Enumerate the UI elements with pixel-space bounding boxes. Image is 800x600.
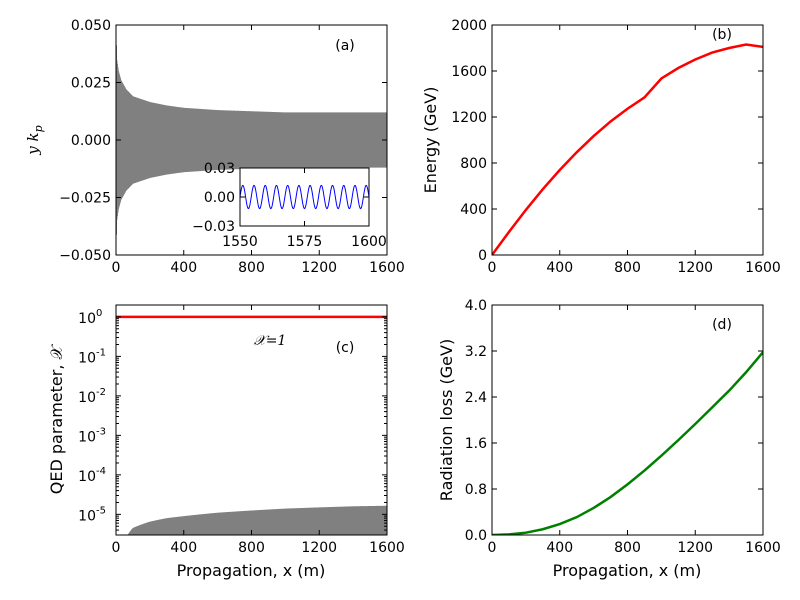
panel-b-xtick-label: 0 (488, 260, 497, 276)
panel-c-ytick-exponent: -5 (96, 505, 106, 516)
panel-d-ytick-label: 1.6 (465, 436, 487, 452)
panel-d-ytick-label: 3.2 (465, 344, 487, 360)
panel-c-ytick-exponent: 0 (96, 308, 102, 319)
inset-ytick-label: 0.00 (204, 190, 235, 206)
panel-d-frame (491, 304, 764, 536)
panel-a-plot-area (116, 25, 387, 255)
panel-d-xtick-label: 1600 (745, 540, 781, 556)
panel-b-xtick-label: 1600 (745, 260, 781, 276)
panel-a-ytick-label: −0.050 (59, 248, 111, 264)
panel-a-ylabel-y: y k (24, 132, 42, 155)
inset-ytick-label: −0.03 (192, 219, 235, 235)
panel-d-xtick-label: 800 (614, 540, 641, 556)
panel-d-ticks: 0 400 800 1200 1600 4.0 3.2 2.4 1.6 0.8 0.0 (465, 298, 781, 556)
panel-c-oscillation (127, 505, 387, 535)
panel-a-ytick-label: 0.000 (71, 133, 111, 149)
panel-d: 0 400 800 1200 1600 4.0 3.2 2.4 1.6 0.8 0.0 (d) Ra… (437, 298, 781, 580)
panel-a-oscillation (116, 25, 387, 255)
inset-xtick-label: 1600 (351, 234, 387, 250)
panel-a: 0 400 800 1200 1600 0.050 0.025 0.000 −0.025 −0.0… (24, 18, 405, 276)
panel-c-ytick-exponent: -4 (96, 466, 106, 477)
panel-b-ytick-label: 1200 (451, 110, 487, 126)
panel-c-ytick-label: 10 (78, 429, 96, 445)
panel-c-ytick-label: 10 (78, 390, 96, 406)
panel-b-ytick-label: 1600 (451, 64, 487, 80)
panel-c-xlabel: Propagation, x (m) (177, 561, 326, 580)
panel-b: 0 400 800 1200 1600 2000 1600 1200 800 400 0 (b) E… (421, 18, 781, 276)
inset-xtick-label: 1550 (222, 234, 258, 250)
panel-d-ytick-label: 4.0 (465, 298, 487, 314)
panel-c-xtick-label: 400 (170, 540, 197, 556)
panel-d-xlabel: Propagation, x (m) (553, 561, 702, 580)
inset-xtick-label: 1575 (287, 234, 323, 250)
panel-b-plot-area (492, 43, 763, 255)
panel-c-ytick-exponent: -2 (96, 387, 106, 398)
panel-b-xtick-label: 800 (614, 260, 641, 276)
panel-d-plot-area (492, 351, 763, 535)
panel-a-xtick-label: 0 (112, 260, 121, 276)
inset-ticks: 1550 1575 1600 0.03 0.00 −0.03 (192, 161, 387, 250)
panel-c-plot-area (116, 315, 387, 535)
panel-d-xtick-label: 400 (546, 540, 573, 556)
panel-b-ylabel: Energy (GeV) (421, 87, 440, 194)
panel-a-ytick-label: −0.025 (59, 191, 111, 207)
panel-a-inset: 1550 1575 1600 0.03 0.00 −0.03 (192, 161, 387, 250)
panel-a-label: (a) (335, 38, 355, 54)
panel-d-ylabel: Radiation loss (GeV) (437, 339, 456, 501)
panel-d-loss-line (492, 351, 763, 535)
panel-a-ylabel-sub: p (32, 125, 45, 132)
inset-ytick-label: 0.03 (204, 161, 235, 177)
panel-c-ytick-exponent: -3 (96, 426, 106, 437)
inset-sine-line (240, 184, 369, 210)
panel-c-label: (c) (336, 340, 355, 356)
panel-a-ylabel: y kp (24, 125, 45, 155)
panel-b-label: (b) (712, 27, 732, 43)
panel-d-xtick-label: 0 (488, 540, 497, 556)
panel-c-xtick-label: 1200 (301, 540, 337, 556)
panel-c-xtick-label: 1600 (369, 540, 405, 556)
panel-c-xtick-label: 0 (112, 540, 121, 556)
panel-c-ytick-label: 10 (78, 311, 96, 327)
panel-c-ytick-exponent: -1 (96, 347, 106, 358)
panel-d-ytick-label: 2.4 (465, 390, 487, 406)
panel-c-ytick-label: 10 (78, 469, 96, 485)
panel-a-xtick-label: 1600 (369, 260, 405, 276)
panel-b-ytick-label: 2000 (451, 18, 487, 34)
panel-b-xtick-label: 400 (546, 260, 573, 276)
panel-a-ticks: 0 400 800 1200 1600 0.050 0.025 0.000 −0.025 −0.0… (59, 18, 405, 276)
panel-d-xtick-label: 1200 (677, 540, 713, 556)
panel-b-ytick-label: 0 (478, 248, 487, 264)
inset-background (240, 168, 369, 226)
panel-a-ytick-label: 0.025 (71, 76, 111, 92)
panel-c-annotation: 𝒳=1 (254, 333, 287, 349)
panel-b-xtick-label: 1200 (677, 260, 713, 276)
inset-plot-area (240, 184, 369, 210)
panel-c-ytick-label: 10 (78, 508, 96, 524)
panel-d-ytick-label: 0.0 (465, 528, 487, 544)
panel-b-energy-line (492, 43, 763, 255)
panel-c-xtick-label: 800 (238, 540, 265, 556)
panel-d-ytick-label: 0.8 (465, 482, 487, 498)
panel-a-xtick-label: 800 (238, 260, 265, 276)
panel-d-label: (d) (712, 317, 732, 333)
panel-b-ytick-label: 800 (460, 156, 487, 172)
panel-a-xtick-label: 1200 (301, 260, 337, 276)
panel-b-frame (491, 24, 764, 256)
panel-b-ytick-label: 400 (460, 202, 487, 218)
panel-c-ytick-label: 10 (78, 350, 96, 366)
panel-a-xtick-label: 400 (170, 260, 197, 276)
panel-c-ylabel: QED parameter, 𝒳 (47, 344, 66, 495)
panel-a-ytick-label: 0.050 (71, 18, 111, 34)
panel-b-ticks: 0 400 800 1200 1600 2000 1600 1200 800 400 0 (451, 18, 780, 276)
